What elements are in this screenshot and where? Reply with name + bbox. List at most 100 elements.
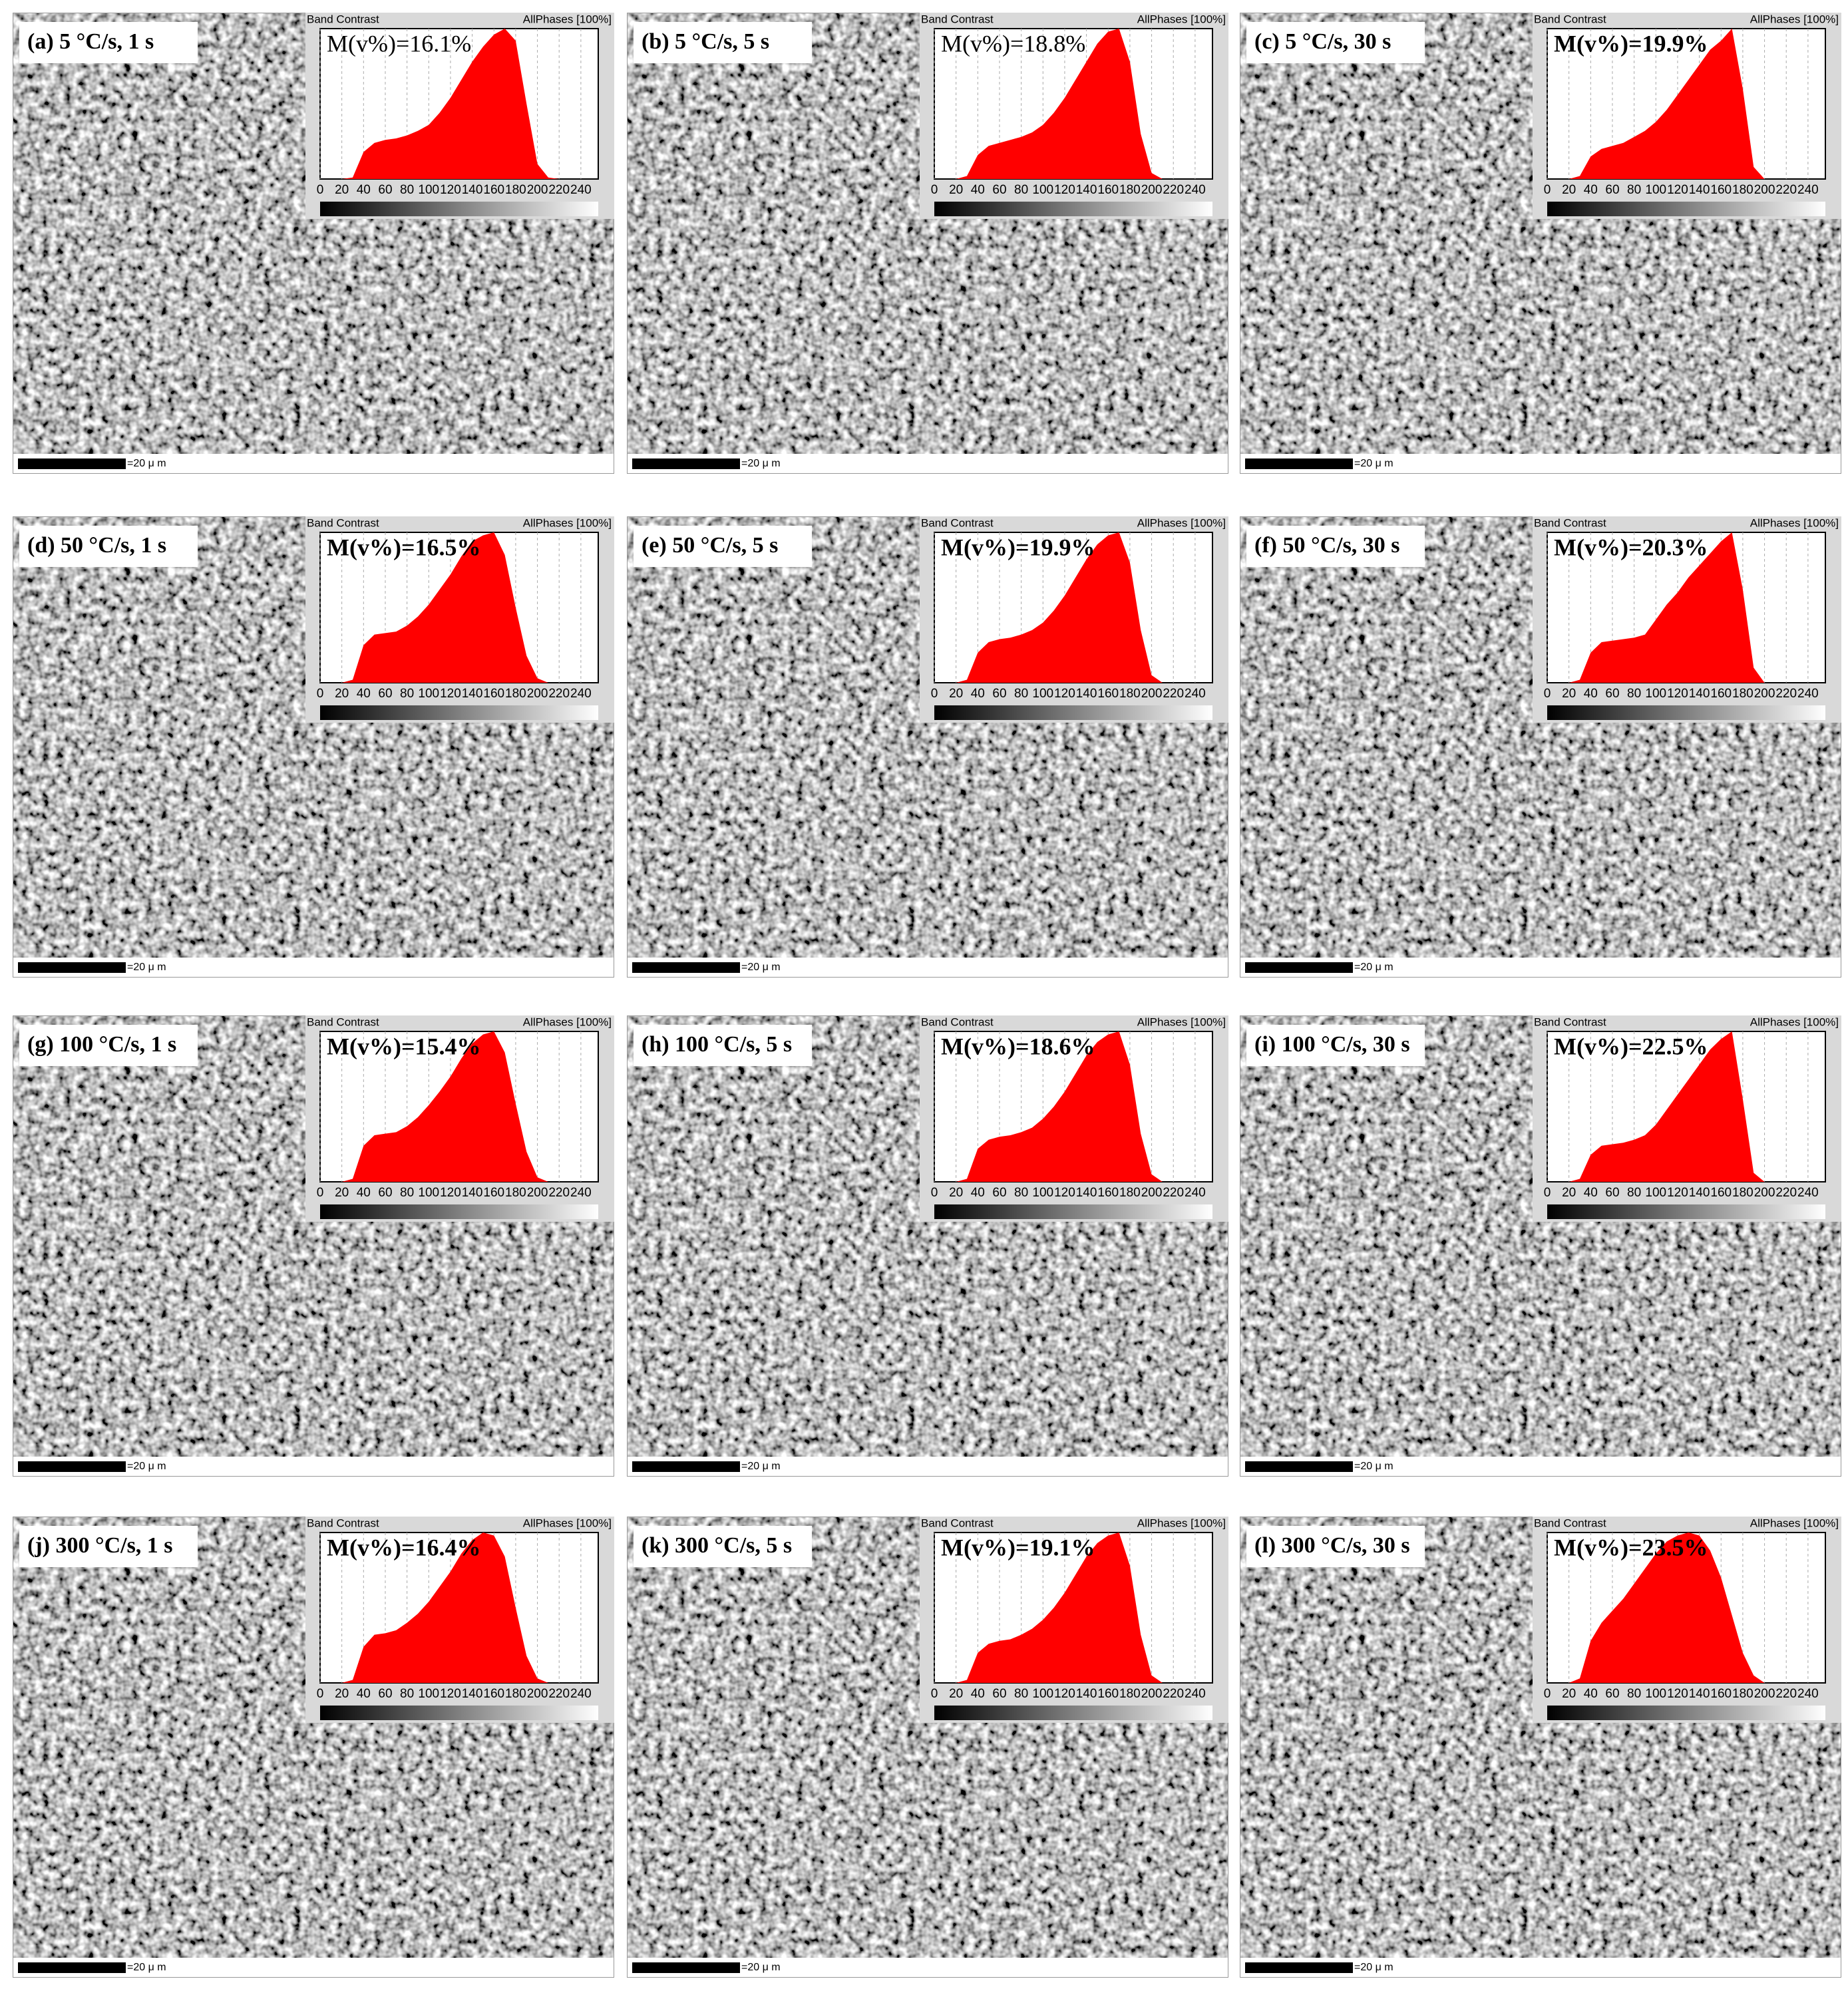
inset-title: Band Contrast	[921, 13, 994, 25]
x-tick-label: 240	[570, 1687, 592, 1701]
histogram-area	[1547, 532, 1819, 683]
panel-label: (d) 50 °C/s, 1 s	[27, 533, 166, 558]
inset-title: Band Contrast	[307, 1517, 379, 1529]
scale-bar	[1245, 962, 1353, 973]
panel: =20 μ m (h) 100 °C/s, 5 s Band Contrast All…	[627, 1015, 1228, 1477]
scale-bar	[1245, 1962, 1353, 1973]
inset-subtitle: AllPhases [100%]	[1750, 13, 1839, 25]
inset-subtitle: AllPhases [100%]	[523, 516, 612, 529]
x-tick-label: 240	[1797, 1687, 1819, 1701]
inset-title: Band Contrast	[1534, 13, 1606, 25]
x-tick-label: 180	[505, 687, 526, 701]
x-tick-label: 80	[1014, 687, 1028, 701]
scale-label: =20 μ m	[1354, 962, 1393, 973]
x-tick-label: 140	[1076, 1186, 1097, 1200]
gradient-bar	[320, 1204, 598, 1219]
x-tick-label: 160	[1097, 1687, 1119, 1701]
annotation: M(v%)=16.5%	[327, 534, 480, 560]
histogram-area	[934, 1031, 1206, 1182]
x-tick-label: 120	[1054, 1186, 1075, 1200]
x-tick-label: 140	[1689, 1687, 1710, 1701]
inset-title: Band Contrast	[921, 1517, 994, 1529]
x-tick-label: 60	[378, 183, 392, 197]
panel: =20 μ m (k) 300 °C/s, 5 s Band Contrast All…	[627, 1517, 1228, 1978]
scale-label: =20 μ m	[1354, 1461, 1393, 1472]
x-tick-label: 220	[1775, 1687, 1797, 1701]
inset-title: Band Contrast	[921, 516, 994, 529]
x-tick-label: 20	[949, 183, 963, 197]
x-tick-label: 140	[1076, 183, 1097, 197]
label-box	[1246, 22, 1425, 63]
inset-subtitle: AllPhases [100%]	[523, 1015, 612, 1028]
histogram-area	[320, 29, 592, 179]
x-tick-label: 180	[1732, 1687, 1754, 1701]
x-tick-label: 160	[1097, 687, 1119, 701]
x-tick-label: 40	[1584, 1687, 1598, 1701]
x-tick-label: 180	[1732, 1186, 1754, 1200]
x-tick-label: 180	[1119, 1186, 1141, 1200]
x-tick-label: 20	[949, 1186, 963, 1200]
x-tick-label: 240	[1185, 183, 1206, 197]
x-tick-label: 60	[1605, 687, 1619, 701]
x-tick-label: 240	[570, 687, 592, 701]
x-tick-label: 200	[527, 687, 548, 701]
x-tick-label: 220	[1163, 687, 1184, 701]
scale-bar	[1245, 458, 1353, 469]
gradient-bar	[1547, 1706, 1825, 1720]
x-tick-label: 220	[1163, 183, 1184, 197]
label-box	[19, 526, 198, 567]
x-tick-label: 200	[527, 183, 548, 197]
histogram-area	[320, 532, 592, 683]
scale-label: =20 μ m	[127, 962, 166, 973]
x-tick-label: 180	[1119, 687, 1141, 701]
x-tick-label: 40	[357, 183, 371, 197]
x-tick-label: 160	[1097, 183, 1119, 197]
x-tick-label: 120	[1054, 687, 1075, 701]
x-tick-label: 220	[1775, 183, 1797, 197]
x-tick-label: 0	[931, 1687, 938, 1701]
x-tick-label: 240	[1185, 687, 1206, 701]
x-tick-label: 120	[1667, 183, 1688, 197]
x-tick-label: 160	[1710, 687, 1732, 701]
x-tick-label: 200	[1754, 1687, 1775, 1701]
x-tick-label: 20	[1562, 1186, 1576, 1200]
x-tick-label: 0	[1544, 687, 1551, 701]
x-tick-label: 180	[1732, 183, 1754, 197]
scale-label: =20 μ m	[741, 1962, 781, 1973]
x-tick-label: 200	[1754, 687, 1775, 701]
x-tick-label: 80	[1014, 1186, 1028, 1200]
x-tick-label: 200	[1754, 1186, 1775, 1200]
x-tick-label: 80	[400, 183, 414, 197]
x-tick-label: 20	[335, 1186, 349, 1200]
x-tick-label: 180	[505, 1687, 526, 1701]
panel: =20 μ m (b) 5 °C/s, 5 s Band Contrast AllPh…	[627, 13, 1228, 474]
inset-title: Band Contrast	[1534, 1015, 1606, 1028]
annotation: M(v%)=19.1%	[941, 1534, 1095, 1560]
scale-label: =20 μ m	[741, 962, 781, 973]
x-tick-label: 60	[1605, 183, 1619, 197]
panel: =20 μ m (d) 50 °C/s, 1 s Band Contrast AllP…	[13, 516, 614, 978]
panel: =20 μ m (g) 100 °C/s, 1 s Band Contrast All…	[13, 1015, 614, 1477]
x-tick-label: 240	[570, 1186, 592, 1200]
x-tick-label: 120	[1054, 1687, 1075, 1701]
x-tick-label: 100	[418, 183, 439, 197]
x-tick-label: 100	[418, 1186, 439, 1200]
x-tick-label: 220	[548, 183, 570, 197]
label-box	[634, 1025, 812, 1066]
x-tick-label: 40	[971, 1687, 985, 1701]
histogram-area	[320, 1533, 592, 1683]
inset-title: Band Contrast	[921, 1015, 994, 1028]
x-tick-label: 80	[1014, 183, 1028, 197]
x-tick-label: 140	[1689, 687, 1710, 701]
panel-label: (c) 5 °C/s, 30 s	[1254, 29, 1391, 54]
histogram-area	[934, 1533, 1206, 1683]
x-tick-label: 80	[1627, 687, 1641, 701]
scale-bar	[18, 1962, 126, 1973]
annotation: M(v%)=22.5%	[1554, 1033, 1708, 1059]
x-tick-label: 100	[1645, 1186, 1666, 1200]
x-tick-label: 20	[949, 687, 963, 701]
annotation: M(v%)=18.6%	[941, 1033, 1095, 1059]
panel-label: (g) 100 °C/s, 1 s	[27, 1032, 176, 1057]
x-tick-label: 100	[1032, 687, 1053, 701]
x-tick-label: 60	[992, 1186, 1006, 1200]
